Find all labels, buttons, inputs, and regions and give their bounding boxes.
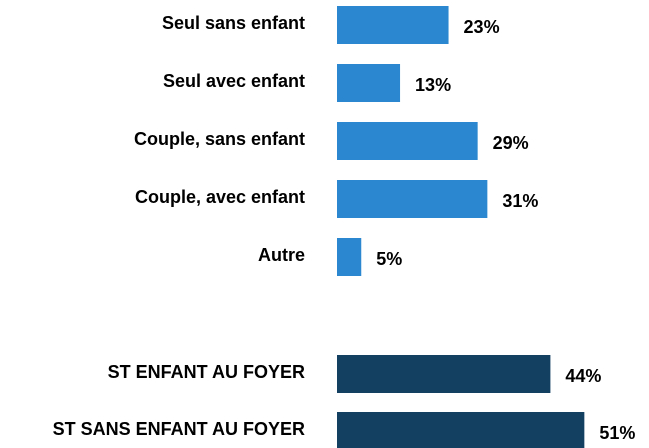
value-label: 5% bbox=[376, 249, 402, 269]
value-label: 51% bbox=[599, 423, 635, 443]
bar bbox=[337, 6, 449, 44]
value-label: 44% bbox=[565, 366, 601, 386]
value-label: 31% bbox=[502, 191, 538, 211]
bar bbox=[337, 122, 478, 160]
category-label: Couple, avec enfant bbox=[135, 187, 305, 207]
category-label: Couple, sans enfant bbox=[134, 129, 305, 149]
category-label: ST ENFANT AU FOYER bbox=[108, 362, 305, 382]
value-label: 13% bbox=[415, 75, 451, 95]
category-label: ST SANS ENFANT AU FOYER bbox=[53, 419, 305, 439]
category-label: Seul sans enfant bbox=[162, 13, 305, 33]
bar bbox=[337, 180, 488, 218]
value-label: 23% bbox=[464, 17, 500, 37]
bar bbox=[337, 64, 401, 102]
value-label: 29% bbox=[493, 133, 529, 153]
bar bbox=[337, 355, 551, 393]
bar bbox=[337, 412, 585, 448]
bar bbox=[337, 238, 362, 276]
category-label: Autre bbox=[258, 245, 305, 265]
category-label: Seul avec enfant bbox=[163, 71, 305, 91]
